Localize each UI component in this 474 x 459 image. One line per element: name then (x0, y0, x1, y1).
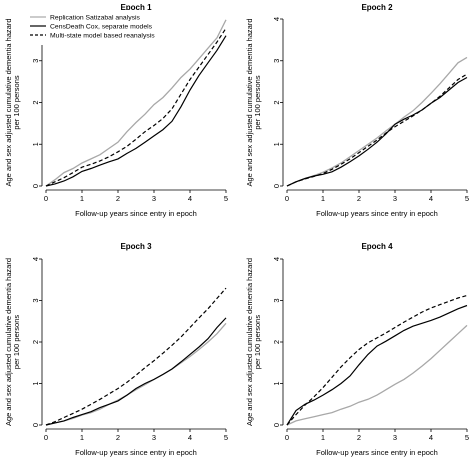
y-tick-label: 1 (272, 142, 281, 146)
legend-box (26, 10, 171, 45)
x-tick-label: 5 (465, 194, 469, 203)
y-tick-label: 2 (272, 340, 281, 344)
y-tick-label: 1 (31, 381, 40, 385)
chart-title: Epoch 1 (120, 3, 152, 12)
y-axis-label: Age and sex adjusted cumulative dementia… (245, 258, 254, 426)
x-tick-label: 3 (393, 433, 397, 442)
chart-title: Epoch 4 (361, 242, 393, 251)
y-tick-label: 2 (272, 100, 281, 104)
y-tick-label: 2 (31, 340, 40, 344)
x-tick-label: 3 (152, 433, 156, 442)
y-axis-label: Age and sex adjusted cumulative dementia… (4, 258, 13, 426)
x-axis-label: Follow-up years since entry in epoch (316, 209, 438, 218)
x-tick-label: 1 (321, 433, 325, 442)
y-tick-label: 3 (31, 59, 40, 63)
y-axis-label: per 100 persons (253, 315, 262, 369)
x-tick-label: 3 (393, 194, 397, 203)
x-axis-label: Follow-up years since entry in epoch (75, 209, 197, 218)
x-tick-label: 1 (321, 194, 325, 203)
x-tick-label: 3 (152, 194, 156, 203)
y-tick-label: 3 (272, 59, 281, 63)
legend-label: Replication Satizabal analysis (50, 15, 141, 22)
x-tick-label: 2 (116, 433, 120, 442)
y-tick-label: 0 (31, 423, 40, 427)
x-tick-label: 2 (357, 194, 361, 203)
x-tick-label: 1 (80, 433, 84, 442)
legend-label: CensDeath Cox, separate models (50, 24, 153, 31)
x-tick-label: 0 (285, 194, 289, 203)
series-line-3 (45, 27, 227, 187)
x-axis-label: Follow-up years since entry in epoch (316, 448, 438, 457)
legend-label: Multi-state model based reanalysis (50, 33, 155, 40)
y-tick-label: 0 (31, 184, 40, 188)
series-line-2 (286, 304, 468, 426)
series-line-1 (45, 19, 227, 187)
chart-panel-2: Epoch 2 0 1 2 3 4 5 0 1 2 3 4 Follow-up years since … (245, 3, 469, 218)
series-line-1 (286, 56, 468, 187)
x-tick-label: 0 (44, 194, 48, 203)
y-axis-label: per 100 persons (12, 75, 21, 129)
series-line-2 (286, 76, 468, 187)
x-tick-label: 2 (116, 194, 120, 203)
x-tick-label: 1 (80, 194, 84, 203)
x-tick-label: 4 (188, 194, 192, 203)
y-tick-label: 4 (31, 257, 40, 261)
series-line-2 (45, 35, 227, 187)
y-axis-label: per 100 persons (12, 315, 21, 369)
x-tick-label: 4 (429, 433, 433, 442)
series-line-3 (286, 294, 468, 426)
x-tick-label: 4 (188, 433, 192, 442)
legend: Replication Satizabal analysis CensDeath … (26, 10, 171, 45)
x-tick-label: 5 (465, 433, 469, 442)
series-line-3 (286, 73, 468, 187)
x-tick-label: 4 (429, 194, 433, 203)
chart-title: Epoch 2 (361, 3, 393, 12)
series-line-1 (45, 322, 227, 426)
y-tick-label: 3 (272, 298, 281, 302)
x-tick-label: 5 (224, 194, 228, 203)
y-axis-label: per 100 persons (253, 75, 262, 129)
chart-title: Epoch 3 (120, 242, 152, 251)
y-tick-label: 2 (31, 100, 40, 104)
series-line-1 (286, 324, 468, 426)
y-tick-label: 1 (272, 381, 281, 385)
chart-panel-1: Epoch 101234501234Follow-up years since … (4, 3, 228, 218)
y-axis-label: Age and sex adjusted cumulative dementia… (4, 18, 13, 186)
y-tick-label: 3 (31, 298, 40, 302)
x-tick-label: 0 (285, 433, 289, 442)
x-axis-label: Follow-up years since entry in epoch (75, 448, 197, 457)
chart-panel-3: Epoch 3 0 1 2 3 4 5 0 1 2 3 4 Follow-up years since … (4, 242, 228, 457)
series-line-2 (45, 317, 227, 426)
y-tick-label: 1 (31, 142, 40, 146)
series-line-3 (45, 287, 227, 426)
y-axis-label: Age and sex adjusted cumulative dementia… (245, 18, 254, 186)
y-tick-label: 4 (272, 17, 281, 21)
x-tick-label: 5 (224, 433, 228, 442)
x-tick-label: 2 (357, 433, 361, 442)
x-tick-label: 0 (44, 433, 48, 442)
y-tick-label: 0 (272, 423, 281, 427)
y-tick-label: 0 (272, 184, 281, 188)
y-tick-label: 4 (272, 257, 281, 261)
chart-panel-4: Epoch 4 0 1 2 3 4 5 0 1 2 3 4 Follow-up years since … (245, 242, 469, 457)
